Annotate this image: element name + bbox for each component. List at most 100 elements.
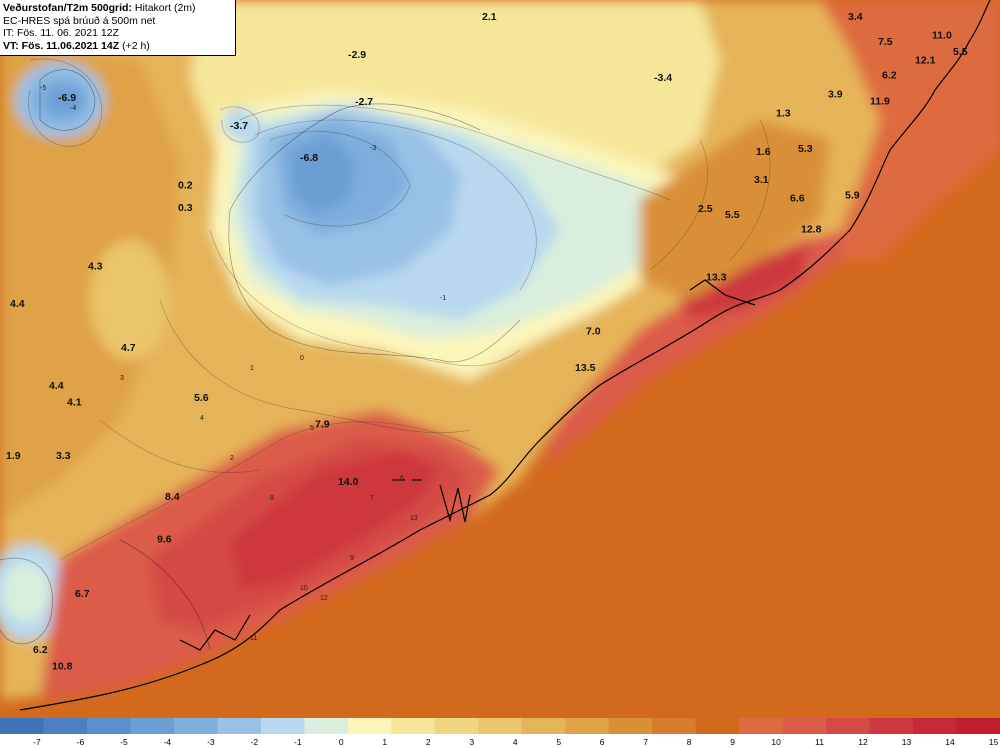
colorbar-tick-label: 5 — [556, 737, 561, 747]
temperature-value-label: 12.8 — [801, 223, 822, 235]
temperature-value-label: -6.9 — [58, 92, 76, 104]
temperature-value-label: 7.5 — [878, 36, 893, 48]
colorbar-tick-label: 10 — [771, 737, 781, 747]
temperature-value-label: 13.5 — [575, 362, 596, 374]
contour-label: 1 — [250, 365, 254, 372]
contour-label: 9 — [350, 555, 354, 562]
colorbar-tick-label: 6 — [600, 737, 605, 747]
colorbar-swatch — [826, 718, 871, 734]
temperature-value-label: 3.4 — [848, 11, 863, 23]
temperature-value-label: 13.3 — [706, 271, 727, 283]
colorbar-swatch — [434, 718, 479, 734]
temperature-value-label: 6.2 — [882, 70, 897, 82]
temperature-value-label: 11.9 — [870, 96, 890, 108]
contour-label: -1 — [440, 295, 446, 302]
coastline — [19, 0, 991, 711]
colorbar-tick-label: 15 — [989, 737, 999, 747]
temperature-value-label: 12.1 — [915, 55, 936, 67]
temperature-value-label: 3.3 — [56, 450, 71, 462]
contour-label: 0 — [300, 355, 304, 362]
colorbar-swatch — [869, 718, 914, 734]
temperature-value-label: 3.1 — [754, 174, 769, 186]
contour-label: 11 — [250, 635, 257, 642]
temperature-value-label: 3.9 — [828, 88, 843, 100]
temperature-value-label: 7.0 — [586, 325, 601, 337]
colorbar-swatch — [478, 718, 523, 734]
contour-label: 5 — [310, 425, 314, 432]
temperature-value-label: 0.2 — [178, 180, 193, 192]
value-labels: -6.9 -2.9 2.1 3.4 11.0 7.5 5.5 12.1 6.2 -3.4 -2.7 3… — [6, 11, 968, 673]
temperature-value-label: 4.4 — [10, 298, 25, 310]
temperature-value-label: 6.2 — [33, 644, 48, 656]
map-title: Veðurstofan/T2m 500grid: — [3, 2, 132, 14]
info-box: Veðurstofan/T2m 500grid: Hitakort (2m) E… — [0, 0, 236, 56]
map-product: Hitakort (2m) — [134, 2, 196, 14]
colorbar-tick-label: 2 — [426, 737, 431, 747]
colorbar-swatch — [0, 718, 44, 734]
colorbar-tick-label: 0 — [339, 737, 344, 747]
colorbar-tick-label: -4 — [164, 737, 172, 747]
temperature-value-label: 1.3 — [776, 108, 791, 120]
colorbar-swatch — [521, 718, 566, 734]
colorbar-tick-label: 11 — [815, 737, 824, 747]
temperature-value-label: 1.6 — [756, 146, 771, 158]
temperature-value-label: 4.4 — [49, 380, 64, 392]
colorbar-tick-label: 7 — [643, 737, 648, 747]
colorbar-swatch — [86, 718, 131, 734]
contour-label: 6 — [400, 475, 404, 482]
valid-time: VT: Fös. 11.06.2021 14Z — [3, 39, 120, 52]
colorbar-swatch — [260, 718, 305, 734]
temperature-value-label: -2.9 — [348, 49, 366, 61]
colorbar-swatch — [217, 718, 262, 734]
temperature-map: -6.9 -2.9 2.1 3.4 11.0 7.5 5.5 12.1 6.2 -3.4 -2.7 3… — [0, 0, 1000, 711]
contour-label: 10 — [300, 585, 308, 592]
colorbar-tick-label: -6 — [77, 737, 85, 747]
temperature-value-label: 1.9 — [6, 450, 21, 462]
temperature-value-label: 2.5 — [698, 203, 713, 215]
colorbar-swatch — [565, 718, 610, 734]
temperature-value-label: 6.6 — [790, 193, 805, 205]
temperature-value-label: 11.0 — [932, 30, 952, 42]
contour-label: 4 — [200, 415, 204, 422]
model-line: EC-HRES spá brúuð á 500m net — [3, 14, 156, 27]
contour-label: -4 — [70, 105, 76, 112]
temperature-value-label: 6.7 — [75, 588, 90, 600]
colorbar-swatch — [782, 718, 827, 734]
contour-label: 13 — [410, 515, 418, 522]
lead-time: (+2 h) — [122, 39, 150, 52]
temperature-value-label: 4.1 — [67, 396, 82, 408]
temperature-value-label: 10.8 — [52, 661, 73, 673]
colorbar-swatch — [391, 718, 436, 734]
temperature-value-label: 4.7 — [121, 342, 136, 354]
contour-label: 2 — [230, 455, 234, 462]
colorbar-tick-label: 12 — [858, 737, 868, 747]
colorbar-tick-label: 13 — [902, 737, 912, 747]
colorbar-tick-label: 4 — [513, 737, 518, 747]
temperature-field — [0, 0, 1000, 700]
temperature-value-label: 8.4 — [165, 491, 180, 503]
temperature-value-label: -3.7 — [230, 120, 248, 132]
colorbar-swatch — [347, 718, 392, 734]
temperature-value-label: 7.9 — [315, 419, 330, 431]
colorbar-svg: -7 -6 -5 -4 -3 -2 -1 0 1 2 3 4 5 6 7 8 9 10 11 12 13 14 15 — [0, 718, 1000, 747]
temperature-value-label: 2.1 — [482, 11, 497, 23]
colorbar-swatch — [130, 718, 175, 734]
contour-label: -5 — [40, 85, 46, 92]
colorbar-tick-label: 9 — [730, 737, 735, 747]
colorbar-tick-label: 3 — [469, 737, 474, 747]
colorbar-tick-label: -2 — [251, 737, 259, 747]
isotherm-lines — [28, 58, 771, 561]
temperature-value-label: 5.6 — [194, 392, 209, 404]
colorbar-swatch — [652, 718, 697, 734]
colorbar-legend: -7 -6 -5 -4 -3 -2 -1 0 1 2 3 4 5 6 7 8 9 10 11 12 13 14 15 — [0, 718, 1000, 748]
colorbar-swatch — [739, 718, 784, 734]
temperature-value-label: 0.3 — [178, 202, 193, 214]
colorbar-swatch — [304, 718, 349, 734]
temperature-value-label: 5.5 — [953, 46, 968, 58]
temperature-value-label: -2.7 — [355, 96, 373, 108]
contour-label: 12 — [320, 595, 328, 602]
temperature-value-label: 4.3 — [88, 261, 103, 273]
contour-label: 8 — [270, 495, 274, 502]
